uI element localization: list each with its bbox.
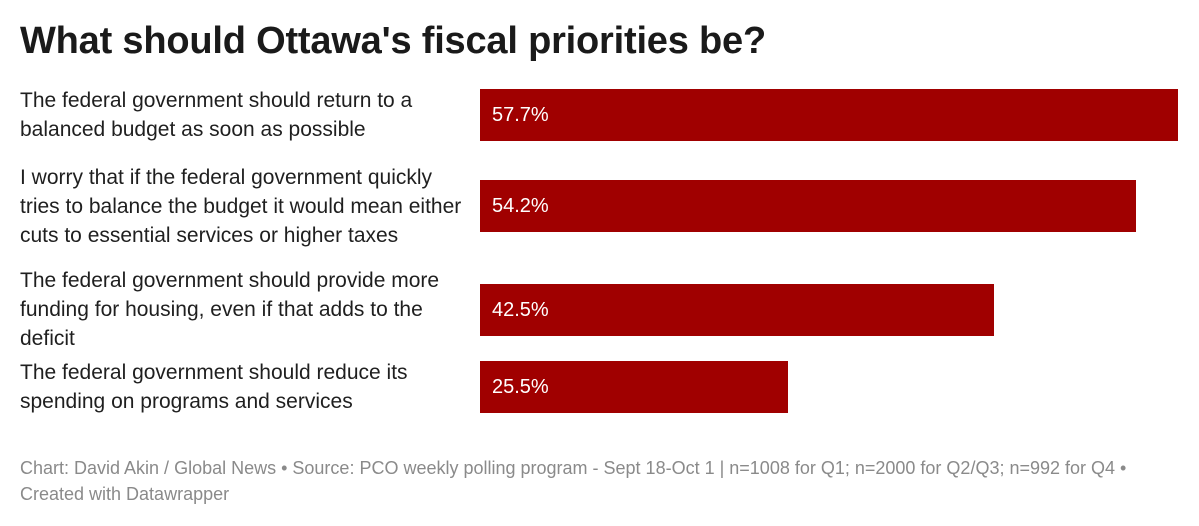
- chart-footer: Chart: David Akin / Global News • Source…: [20, 458, 1127, 504]
- bar-2: 42.5%: [480, 284, 995, 336]
- bar-3: 25.5%: [480, 361, 789, 413]
- bar-1: 54.2%: [480, 180, 1136, 232]
- chart-title: What should Ottawa's fiscal priorities b…: [20, 20, 766, 62]
- row-label-1: I worry that if the federal government q…: [20, 165, 462, 247]
- row-label-3: The federal government should reduce its…: [20, 361, 408, 413]
- bar-value-label-0: 57.7%: [492, 103, 549, 126]
- bar-0: 57.7%: [480, 89, 1178, 141]
- bar-value-label-2: 42.5%: [492, 298, 549, 321]
- bar-value-label-1: 54.2%: [492, 194, 549, 217]
- bar-value-label-3: 25.5%: [492, 375, 549, 398]
- row-label-2: The federal government should provide mo…: [20, 269, 440, 350]
- row-label-0: The federal government should return to …: [20, 89, 413, 141]
